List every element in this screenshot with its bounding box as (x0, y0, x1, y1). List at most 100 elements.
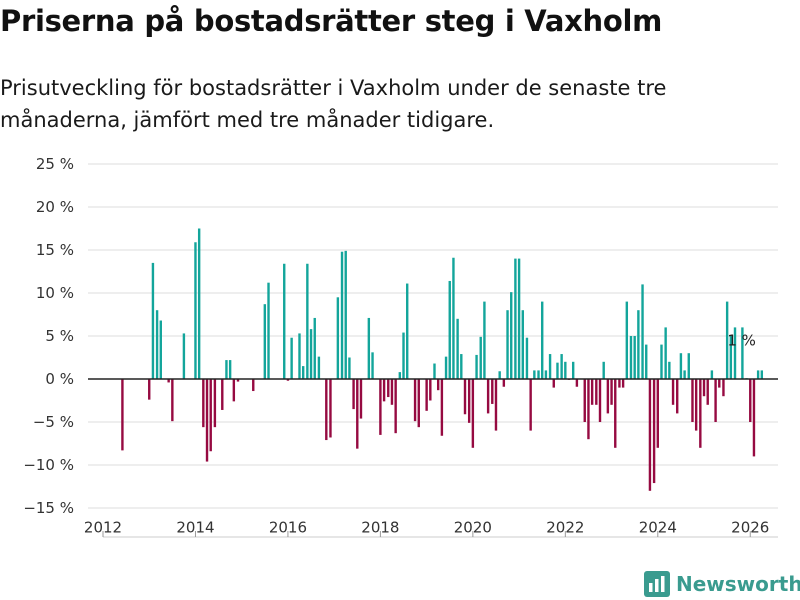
bar (460, 354, 463, 379)
bar (486, 379, 490, 414)
y-tick-label: 20 % (36, 198, 74, 216)
x-tick: 2022 (546, 519, 584, 537)
bar (344, 250, 347, 379)
bar (387, 379, 390, 398)
x-tick: 2024 (639, 519, 677, 537)
bar (575, 379, 579, 387)
y-tick: −5 % (33, 413, 74, 431)
x-tick-label: 2026 (731, 519, 769, 537)
y-tick: 10 % (36, 284, 74, 302)
y-tick: 20 % (36, 198, 74, 216)
bar (564, 361, 567, 379)
bar (494, 379, 498, 431)
y-axis: −15 % −10 % −5 % 0 % 5 % 10 % 15 % 20 % 25 % (23, 155, 74, 517)
y-tick-label: −10 % (23, 456, 74, 474)
bar (560, 354, 563, 379)
bar (436, 379, 440, 391)
bar (479, 336, 482, 379)
bar (309, 329, 313, 379)
bar (205, 379, 209, 462)
bar (329, 379, 332, 438)
bar (382, 379, 386, 402)
bar (671, 379, 675, 405)
bar (155, 310, 159, 379)
bar (633, 336, 636, 379)
bar (463, 379, 467, 415)
bar (694, 379, 698, 431)
bar (159, 320, 162, 379)
bar (182, 333, 186, 379)
bar (225, 360, 228, 379)
bar (718, 379, 721, 388)
bar (379, 379, 382, 435)
x-tick: 2012 (84, 519, 122, 537)
bar (537, 370, 540, 379)
bar (440, 379, 444, 436)
bar (702, 379, 706, 397)
bar (448, 280, 451, 379)
bar (625, 301, 629, 379)
bar (722, 379, 725, 397)
bar (336, 297, 340, 379)
bar (202, 379, 205, 428)
bar (710, 370, 714, 379)
bar (232, 379, 236, 402)
bar (371, 352, 374, 379)
x-tick-label: 2018 (361, 519, 399, 537)
bar (756, 370, 760, 379)
y-tick-label: 25 % (36, 155, 74, 173)
bar (471, 379, 475, 448)
bar (263, 304, 267, 379)
bar (668, 361, 671, 379)
bar-series (121, 228, 764, 491)
bar (556, 362, 559, 379)
bar (525, 337, 529, 379)
bar (514, 258, 517, 379)
y-tick-label: 0 % (45, 370, 74, 388)
bar (491, 379, 494, 404)
bar (148, 379, 151, 400)
x-tick-label: 2024 (639, 519, 677, 537)
bar (618, 379, 621, 388)
bar (590, 379, 594, 405)
bar (683, 370, 686, 379)
bar (517, 258, 521, 379)
bar (406, 283, 409, 379)
bar (741, 327, 744, 379)
x-tick-label: 2016 (269, 519, 307, 537)
bar (325, 379, 328, 441)
y-tick-label: 5 % (45, 327, 74, 345)
bar (552, 379, 555, 388)
bar (197, 228, 201, 379)
x-tick: 2014 (176, 519, 215, 537)
bar (587, 379, 590, 440)
bar (221, 379, 224, 410)
bar (467, 379, 471, 423)
x-tick: 2026 (731, 519, 769, 537)
bar (752, 379, 756, 457)
bar (506, 310, 509, 379)
bar (645, 344, 648, 379)
bar (725, 301, 729, 379)
bar (121, 379, 124, 451)
bar (413, 379, 417, 422)
bar (664, 327, 667, 379)
bar (313, 317, 316, 379)
bar (610, 379, 613, 405)
bar (151, 262, 155, 379)
bar (652, 379, 656, 484)
bar (706, 379, 709, 405)
bar (475, 354, 478, 379)
bar (171, 379, 174, 422)
bar (452, 257, 455, 379)
bar (236, 379, 240, 382)
x-axis: 2012 2014 2016 2018 2020 2022 2024 2026 (84, 519, 778, 538)
bar (167, 379, 170, 383)
x-tick-label: 2022 (546, 519, 584, 537)
y-tick: −10 % (23, 456, 74, 474)
bar (548, 354, 552, 379)
y-tick: 25 % (36, 155, 74, 173)
y-tick-label: −5 % (33, 413, 74, 431)
bar (510, 292, 513, 379)
